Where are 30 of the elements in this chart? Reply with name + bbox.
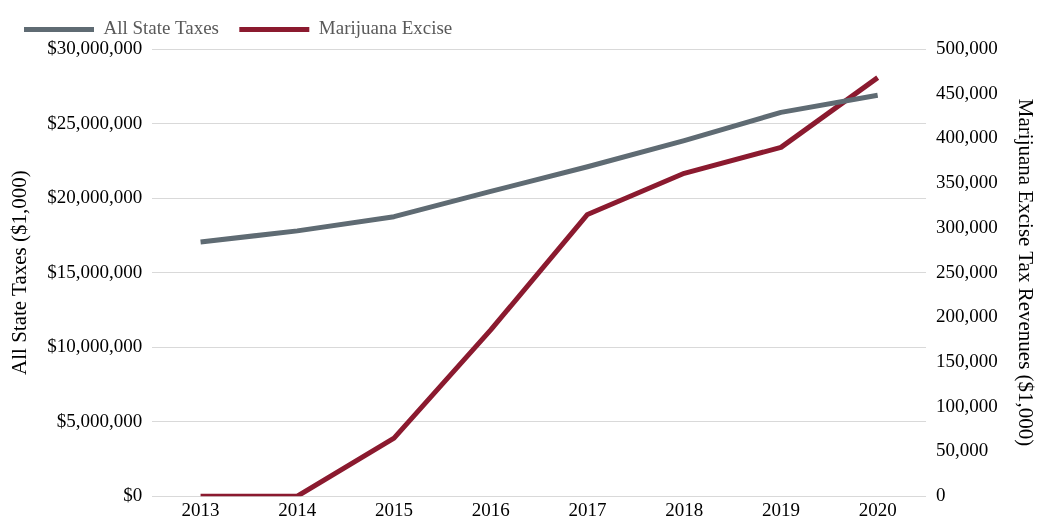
x-tick-label: 2017 [568,498,607,520]
y2-tick-label: 250,000 [936,260,998,282]
y2-tick-label: 500,000 [936,36,998,58]
y-tick-label: $15,000,000 [47,260,143,282]
x-tick-label: 2018 [665,498,704,520]
y-tick-label: $0 [123,484,143,506]
y2-tick-label: 300,000 [936,215,998,237]
y2-tick-label: 150,000 [936,350,998,372]
x-tick-label: 2015 [375,498,414,520]
x-tick-label: 2014 [278,498,317,520]
y-tick-label: $20,000,000 [47,186,143,208]
y2-axis-title: Marijuana Excise Tax Revenues ($1,000) [1013,98,1038,447]
y2-tick-label: 100,000 [936,394,998,416]
y-tick-label: $30,000,000 [47,36,143,58]
legend-label: All State Taxes [103,17,219,39]
y-tick-label: $25,000,000 [47,111,143,133]
y2-tick-label: 200,000 [936,305,998,327]
legend-label: Marijuana Excise [318,17,453,39]
y2-tick-label: 0 [936,484,946,506]
y2-tick-label: 400,000 [936,126,998,148]
x-tick-label: 2019 [761,498,800,520]
y2-tick-label: 50,000 [936,439,989,461]
y-axis-title: All State Taxes ($1,000) [7,170,32,375]
y-tick-label: $10,000,000 [47,335,143,357]
y-tick-label: $5,000,000 [56,409,143,431]
x-tick-label: 2013 [181,498,220,520]
y2-tick-label: 350,000 [936,171,998,193]
y2-tick-label: 450,000 [936,81,998,103]
x-tick-label: 2016 [471,498,510,520]
x-tick-label: 2020 [858,498,897,520]
